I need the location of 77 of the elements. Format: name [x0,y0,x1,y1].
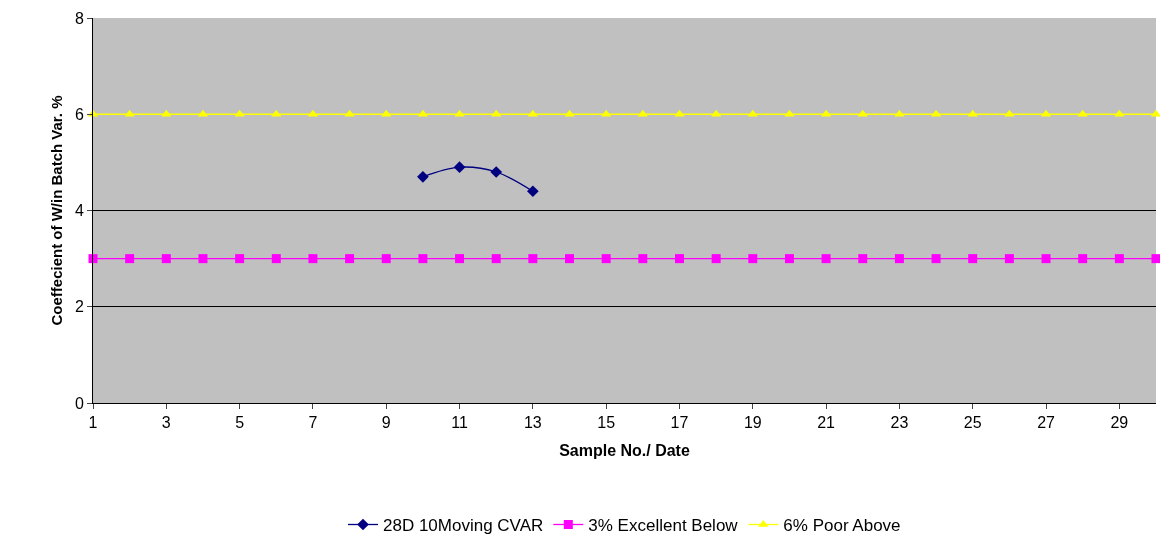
x-tick-label: 17 [670,414,689,432]
point [1151,254,1160,264]
point [1114,109,1125,117]
x-tick-label: 29 [1110,414,1129,432]
x-axis-title: Sample No./ Date [559,441,690,459]
y-axis-title: Coeffecient of W/in Batch Var. % [48,95,66,326]
point [453,161,466,174]
x-tick-label: 25 [963,414,982,432]
point [198,254,208,264]
point [894,109,905,117]
point [490,166,503,178]
point [747,109,758,117]
point [674,109,685,117]
point [271,254,281,264]
y-tick-label: 6 [74,105,84,123]
point [417,170,429,183]
point [234,109,245,117]
point [491,109,502,117]
point [565,254,575,264]
point [1004,109,1015,117]
point [711,254,721,264]
point [968,254,978,264]
x-tick-label: 15 [597,414,616,432]
point [894,254,904,264]
point [235,254,245,264]
point [381,109,392,117]
point [454,109,465,117]
legend-label: 3% Excellent Below [588,516,739,536]
legend-label: 6% Poor Above [783,516,901,536]
point [381,254,391,264]
point [344,109,355,117]
point [455,254,465,264]
point [527,185,539,198]
point [271,109,282,117]
y-tick-label: 4 [74,202,84,220]
point [858,254,868,264]
point [528,254,538,264]
x-tick-label: 13 [523,414,542,432]
point [821,254,831,264]
legend-label: 28D 10Moving CVAR [383,516,544,536]
point [931,254,941,264]
point [1150,109,1160,117]
point [564,109,575,117]
x-tick-label: 9 [381,414,391,432]
y-tick-label: 8 [74,9,84,27]
point [308,254,318,264]
x-tick-label: 3 [161,414,171,432]
point [638,254,648,264]
point [601,254,611,264]
point [1004,254,1014,264]
point [857,109,868,117]
point [491,254,501,264]
x-tick-label: 23 [890,414,909,432]
point [125,254,135,264]
point [345,254,355,264]
point [161,109,172,117]
point [967,109,978,117]
y-tick-label: 2 [74,298,84,316]
x-tick-label: 21 [817,414,836,432]
point [1077,109,1088,117]
point [1041,254,1051,264]
point [674,254,684,264]
point [1078,254,1088,264]
y-tick-label: 0 [74,394,84,412]
x-tick-label: 27 [1037,414,1056,432]
point [1114,254,1124,264]
point [161,254,171,264]
x-tick-label: 1 [88,414,98,432]
x-tick-label: 5 [235,414,245,432]
point [418,254,428,264]
point [784,254,794,264]
point [748,254,758,264]
x-tick-label: 11 [451,414,468,432]
x-tick-label: 19 [743,414,762,432]
point [124,109,135,117]
x-tick-label: 7 [308,414,318,432]
point [784,109,795,117]
